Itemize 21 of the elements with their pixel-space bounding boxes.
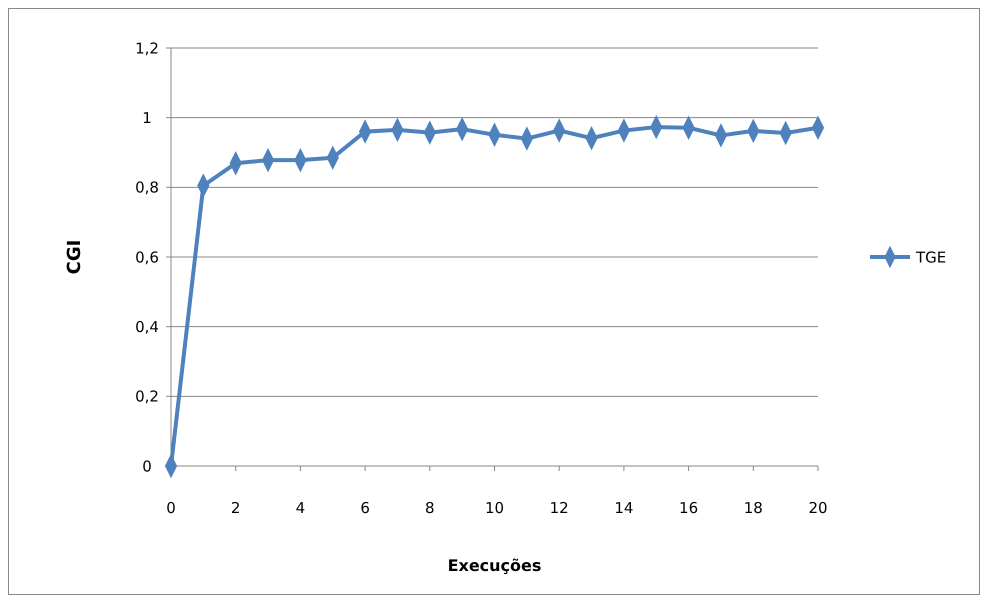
- x-axis-title: Execuções: [448, 556, 542, 575]
- x-tick-label: 10: [484, 499, 504, 517]
- x-tick-label: 0: [166, 499, 176, 517]
- x-tick-label: 8: [425, 499, 435, 517]
- x-tick-label: 16: [679, 499, 698, 517]
- y-tick-label: 0,6: [135, 248, 159, 266]
- y-tick-label: 0,8: [135, 178, 159, 197]
- x-tick-label: 18: [744, 499, 763, 517]
- legend-label: TGE: [915, 248, 946, 266]
- y-axis-title: CGI: [64, 240, 85, 274]
- y-tick-label: 0,4: [135, 318, 159, 336]
- x-tick-label: 6: [360, 499, 370, 517]
- x-tick-label: 12: [550, 499, 569, 517]
- x-tick-label: 2: [230, 499, 240, 517]
- x-tick-label: 14: [614, 499, 634, 517]
- y-tick-label: 0: [142, 457, 152, 476]
- y-tick-label: 1: [142, 108, 152, 127]
- x-tick-label: 4: [296, 499, 306, 517]
- y-tick-label: 0,2: [135, 388, 159, 406]
- x-tick-label: 20: [808, 499, 828, 517]
- y-tick-label: 1,2: [135, 39, 159, 58]
